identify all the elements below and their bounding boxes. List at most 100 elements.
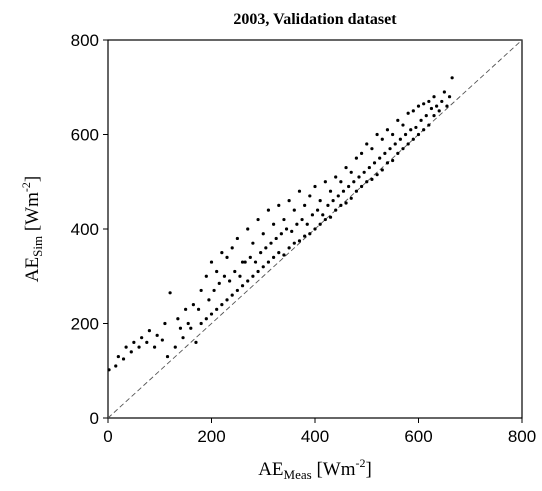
point (274, 236, 278, 241)
point (220, 251, 224, 255)
point (225, 255, 229, 259)
point (292, 241, 296, 245)
point (440, 99, 444, 104)
point (272, 222, 276, 226)
point (124, 345, 128, 349)
point (116, 354, 120, 359)
x-label-text: AE (258, 459, 283, 480)
point (429, 106, 434, 111)
point (308, 232, 312, 236)
x-label-unit: [Wm (312, 459, 356, 480)
point (383, 151, 387, 155)
point (178, 326, 183, 330)
point (344, 165, 348, 170)
point (396, 118, 400, 122)
point (336, 194, 340, 198)
point (240, 284, 245, 288)
point (282, 253, 286, 257)
point (246, 279, 250, 283)
point (391, 132, 395, 137)
point (388, 147, 392, 151)
point (422, 102, 426, 106)
point (300, 217, 304, 222)
point (217, 281, 221, 285)
point (432, 114, 436, 118)
point (406, 142, 410, 146)
point (403, 132, 408, 137)
y-tick-label: 200 (71, 315, 99, 334)
point (160, 338, 164, 342)
point (303, 234, 307, 238)
point (365, 180, 369, 184)
point (207, 298, 211, 302)
point (137, 345, 141, 349)
y-tick-label: 0 (90, 409, 99, 428)
point (354, 156, 358, 160)
point (305, 222, 309, 226)
point (380, 137, 384, 141)
point (409, 128, 413, 132)
point (450, 76, 454, 80)
point (445, 104, 449, 108)
y-tick-label: 600 (71, 126, 99, 145)
point (147, 328, 151, 333)
point (318, 222, 322, 226)
point (321, 213, 325, 217)
point (303, 203, 307, 207)
point (191, 303, 195, 307)
point (129, 350, 133, 354)
point (416, 132, 421, 137)
point (435, 104, 439, 108)
point (437, 109, 441, 113)
point (235, 288, 239, 293)
point (391, 158, 395, 163)
point (194, 340, 198, 344)
point (269, 241, 273, 245)
point (230, 246, 234, 250)
point (215, 269, 219, 274)
point (155, 333, 159, 337)
point (370, 177, 374, 181)
point (447, 95, 452, 99)
point (365, 142, 369, 146)
point (359, 184, 364, 189)
point (416, 104, 421, 108)
point (401, 147, 405, 151)
point (442, 90, 446, 94)
point (375, 132, 379, 137)
point (220, 303, 224, 307)
point (295, 222, 299, 226)
point (251, 274, 255, 278)
point (256, 217, 260, 222)
x-label-close: ] (365, 459, 371, 480)
point (334, 208, 338, 212)
point (181, 336, 185, 340)
y-label-sub: Sim (30, 236, 45, 257)
point (432, 95, 436, 99)
point (256, 269, 260, 274)
point (215, 307, 219, 311)
point (132, 340, 136, 344)
point (152, 345, 157, 349)
point (362, 170, 366, 174)
x-tick-label: 200 (197, 427, 225, 446)
point (199, 288, 203, 293)
point (328, 215, 333, 219)
point (290, 229, 294, 233)
point (341, 189, 346, 193)
point (287, 199, 291, 203)
point (209, 260, 214, 264)
point (406, 111, 410, 115)
point (176, 317, 180, 321)
point (222, 274, 227, 278)
point (264, 246, 268, 250)
point (266, 208, 271, 212)
point (357, 175, 361, 179)
y-axis-label: AESim [Wm-2] (19, 176, 45, 282)
point (107, 368, 111, 372)
point (261, 265, 265, 269)
point (349, 196, 353, 200)
point (323, 180, 327, 184)
point (378, 156, 382, 160)
point (328, 189, 333, 193)
